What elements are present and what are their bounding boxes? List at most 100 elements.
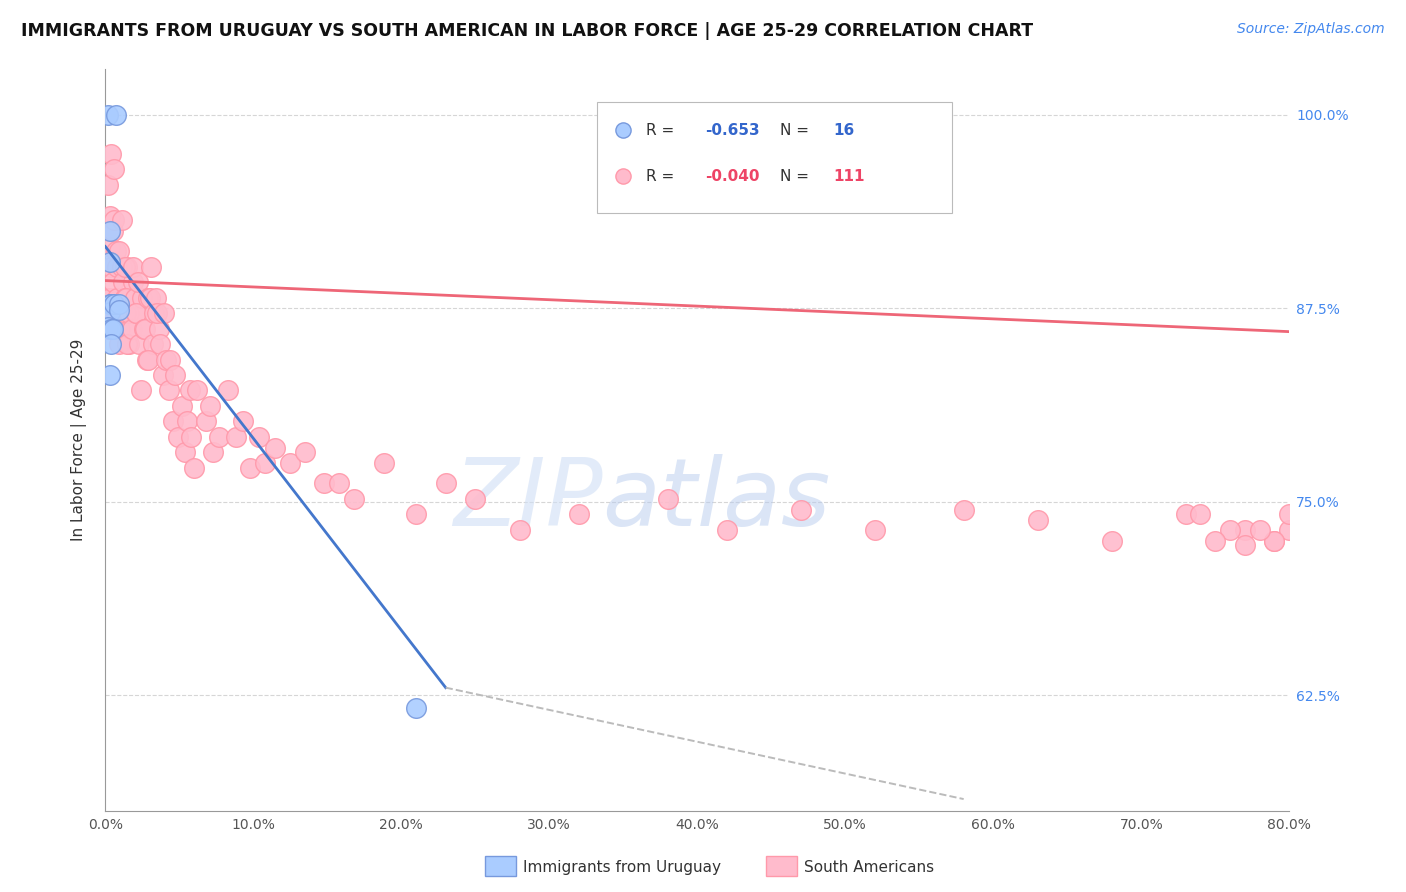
Point [232,414,254,428]
Point [101,321,124,335]
Point [97,321,120,335]
Point [100,297,122,311]
Point [1233,538,1256,552]
Point [138,291,160,305]
Point [129,384,152,398]
Point [97,178,120,192]
Point [155,352,177,367]
Point [159,352,181,367]
Point [162,414,184,428]
Point [103,162,125,177]
Point [152,368,174,382]
Point [125,306,148,320]
Text: 111: 111 [834,169,865,184]
Point [1101,533,1123,548]
Point [1219,523,1241,537]
Point [104,306,127,320]
Point [128,337,150,351]
Point [115,306,138,320]
Point [1249,523,1271,537]
Point [114,291,136,305]
Point [741,332,763,346]
Point [952,502,974,516]
Point [509,523,531,537]
Point [100,306,122,320]
Point [172,399,194,413]
Point [103,297,125,311]
Point [657,491,679,506]
Text: R =: R = [647,123,679,137]
Text: N =: N = [780,123,814,137]
Point [98,291,121,305]
Point [225,430,247,444]
Point [1174,508,1197,522]
Point [105,291,128,305]
Text: N =: N = [780,169,814,184]
Point [1263,533,1285,548]
Point [166,430,188,444]
Point [104,108,127,122]
Point [183,460,205,475]
Point [247,430,270,444]
Point [117,260,139,274]
Point [127,275,149,289]
Point [134,321,156,335]
Point [343,491,366,506]
Text: Immigrants from Uruguay: Immigrants from Uruguay [523,860,721,874]
Point [328,476,350,491]
Point [149,337,172,351]
Point [194,414,217,428]
Point [163,368,186,382]
Text: ZIP: ZIP [453,454,603,545]
Point [314,476,336,491]
Point [1204,533,1226,548]
Text: R =: R = [647,169,679,184]
Text: atlas: atlas [603,454,831,545]
Point [136,352,159,367]
Text: 16: 16 [834,123,855,137]
Text: Source: ZipAtlas.com: Source: ZipAtlas.com [1237,22,1385,37]
Point [100,146,122,161]
Point [118,306,141,320]
Point [179,384,201,398]
Point [131,291,153,305]
Point [122,275,145,289]
Point [716,523,738,537]
Point [98,368,121,382]
Point [202,445,225,459]
Point [1278,508,1301,522]
Point [239,460,262,475]
Text: -0.653: -0.653 [706,123,761,137]
Point [153,306,176,320]
Point [790,502,813,516]
Point [434,476,457,491]
Point [405,700,427,714]
Point [135,352,157,367]
Point [174,445,197,459]
Point [118,337,141,351]
Point [105,260,128,274]
Point [208,430,231,444]
Point [97,320,120,334]
Point [115,291,138,305]
Point [1278,523,1301,537]
Point [100,321,122,335]
Point [741,236,763,251]
Point [98,239,121,253]
Text: IMMIGRANTS FROM URUGUAY VS SOUTH AMERICAN IN LABOR FORCE | AGE 25-29 CORRELATION: IMMIGRANTS FROM URUGUAY VS SOUTH AMERICA… [21,22,1033,40]
Point [107,303,129,318]
Point [146,306,169,320]
Point [373,456,395,470]
Point [98,255,121,269]
Point [114,260,136,274]
Point [104,244,127,259]
Point [176,414,198,428]
Point [145,291,167,305]
Point [98,209,121,223]
Point [136,291,159,305]
Point [110,213,132,227]
Point [100,260,122,274]
Point [101,275,124,289]
Point [186,384,208,398]
Point [568,508,591,522]
